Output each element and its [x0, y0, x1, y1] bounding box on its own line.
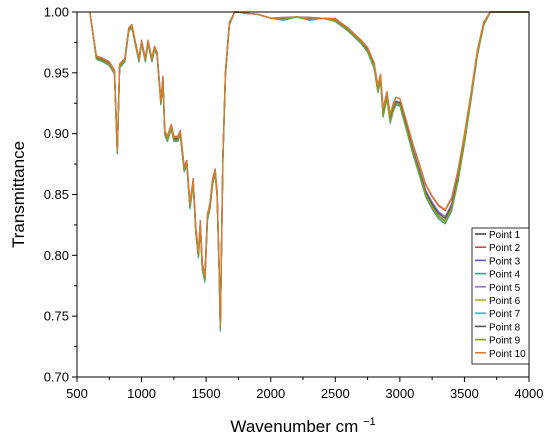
y-tick-label: 0.90: [44, 126, 69, 141]
y-tick-label: 0.70: [44, 370, 69, 385]
series-line-point-10: [89, 11, 529, 325]
series-line-point-1: [89, 11, 529, 329]
y-tick-label: 0.80: [44, 248, 69, 263]
y-tick-label: 0.85: [44, 187, 69, 202]
legend-box: [471, 227, 530, 365]
x-tick-label: 3500: [450, 386, 479, 401]
x-axis: 500 1000 1500 2000 2500 3000 3500 4000: [66, 377, 543, 401]
plot-lines: [89, 11, 529, 332]
legend-label: Point 2: [489, 243, 521, 254]
series-line-point-2: [89, 11, 529, 324]
y-axis: 0.70 0.75 0.80 0.85 0.90 0.95 1.00: [44, 5, 77, 385]
y-tick-label: 0.95: [44, 65, 69, 80]
legend-label: Point 1: [489, 230, 521, 241]
legend: Point 1 Point 2 Point 3 Point 4 Point 5 Point…: [471, 227, 530, 365]
x-tick-label: 500: [66, 386, 88, 401]
legend-label: Point 6: [489, 296, 521, 307]
x-tick-label: 2500: [321, 386, 350, 401]
series-line-point-8: [89, 11, 529, 328]
legend-label: Point 10: [489, 349, 526, 360]
plot-frame: [76, 11, 530, 378]
x-tick-label: 2000: [256, 386, 285, 401]
y-tick-label: 1.00: [44, 5, 69, 20]
y-axis-title: Transmittance: [9, 141, 28, 248]
legend-label: Point 9: [489, 336, 521, 347]
series-line-point-3: [89, 11, 529, 331]
legend-label: Point 4: [489, 270, 521, 281]
series-line-point-4: [89, 11, 529, 332]
x-tick-label: 1500: [192, 386, 221, 401]
legend-label: Point 7: [489, 309, 521, 320]
series-line-point-5: [89, 11, 529, 327]
series-line-point-7: [89, 11, 529, 332]
series-line-point-9: [89, 11, 529, 330]
x-tick-label: 3000: [385, 386, 414, 401]
x-axis-title: Wavenumber cm −1: [230, 416, 375, 436]
x-axis-title-superscript: −1: [363, 416, 376, 428]
legend-label: Point 3: [489, 256, 521, 267]
x-tick-label: 1000: [127, 386, 156, 401]
y-tick-label: 0.75: [44, 309, 69, 324]
series-line-point-6: [89, 11, 529, 329]
legend-label: Point 5: [489, 283, 521, 294]
legend-label: Point 8: [489, 322, 521, 333]
x-tick-label: 4000: [515, 386, 544, 401]
x-axis-title-main: Wavenumber cm: [230, 417, 358, 436]
